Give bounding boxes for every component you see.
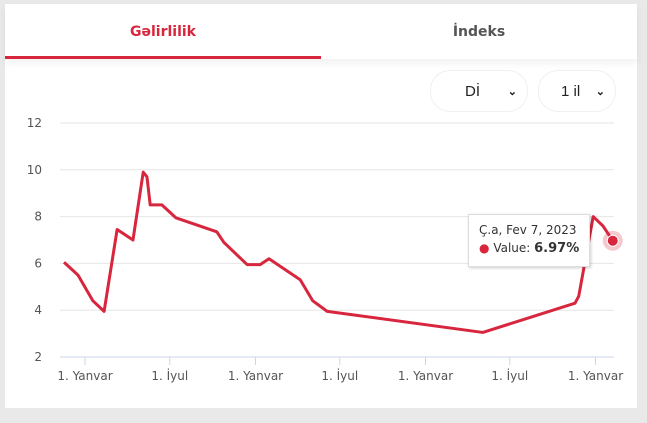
y-tick-label: 6	[34, 256, 42, 270]
tooltip-value: 6.97%	[534, 241, 580, 256]
y-tick-label: 10	[27, 163, 42, 177]
series-dot-icon: ●	[479, 241, 490, 255]
tab-index[interactable]: İndeks	[452, 23, 506, 40]
y-tick-label: 4	[34, 303, 42, 317]
currency-select[interactable]: Dİ ⌄	[430, 70, 528, 112]
x-tick-label: 1. Yanvar	[228, 369, 283, 383]
x-tick-label: 1. Yanvar	[57, 369, 112, 383]
x-tick-label: 1. İyul	[321, 368, 358, 383]
tab-yield[interactable]: Gəlirlilik	[5, 4, 321, 59]
x-tick-label: 1. İyul	[151, 368, 188, 383]
tooltip: Ç.a, Fev 7, 2023 ● Value: 6.97%	[468, 214, 590, 267]
hover-point	[606, 234, 619, 247]
tooltip-date: Ç.a, Fev 7, 2023	[479, 223, 577, 237]
currency-value: Dİ	[465, 82, 480, 100]
chart-card: Gəlirlilik İndeks	[5, 4, 637, 408]
x-tick-label: 1. İyul	[491, 368, 528, 383]
y-tick-label: 12	[27, 116, 42, 130]
y-tick-label: 2	[34, 350, 42, 364]
x-tick-label: 1. Yanvar	[568, 369, 623, 383]
chevron-down-icon: ⌄	[507, 85, 517, 98]
y-tick-label: 8	[34, 210, 42, 224]
period-select[interactable]: 1 il ⌄	[538, 70, 616, 112]
tooltip-label: Value:	[493, 241, 535, 255]
series-line	[63, 170, 615, 334]
tab-bar: Gəlirlilik İndeks	[5, 4, 637, 59]
chevron-down-icon: ⌄	[595, 85, 605, 98]
x-tick-label: 1. Yanvar	[398, 369, 453, 383]
period-value: 1 il	[561, 82, 581, 100]
